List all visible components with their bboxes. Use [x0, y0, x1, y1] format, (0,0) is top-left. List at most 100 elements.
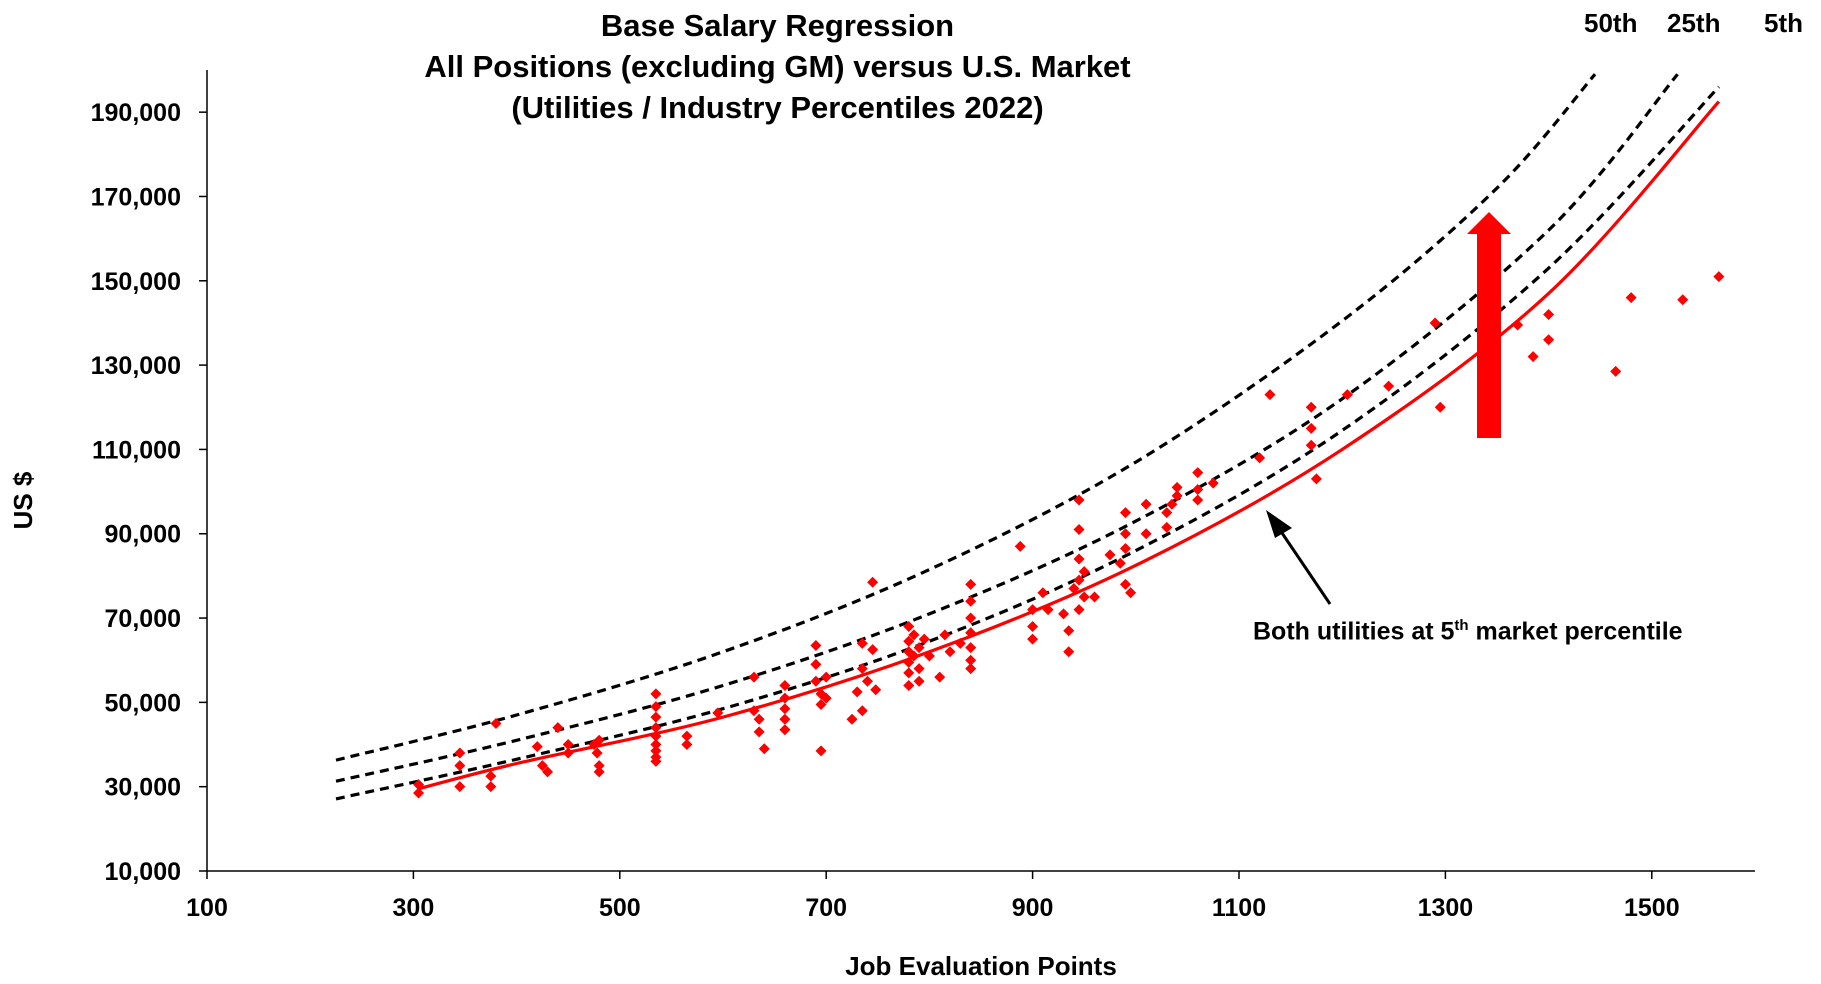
data-point: [1068, 583, 1080, 595]
data-point: [867, 576, 879, 588]
data-point: [1140, 498, 1152, 510]
y-tick-label: 170,000: [91, 183, 181, 211]
data-point: [1073, 553, 1085, 565]
data-point: [908, 650, 920, 662]
chart-title: Base Salary Regression: [600, 8, 955, 43]
data-point: [1027, 633, 1039, 645]
data-point: [681, 730, 693, 742]
annotation-text: Both utilities at 5th market percentile: [1253, 617, 1683, 646]
data-point: [856, 663, 868, 675]
data-point: [650, 755, 662, 767]
percentile-label-5th: 5th: [1764, 8, 1803, 38]
data-point: [1305, 422, 1317, 434]
data-point: [1171, 490, 1183, 502]
data-point: [1677, 294, 1689, 306]
data-point: [965, 612, 977, 624]
data-point: [1063, 625, 1075, 637]
data-point: [1713, 271, 1725, 283]
data-point: [903, 680, 915, 692]
percentile-line-50th: [335, 73, 1597, 762]
annotations: [1266, 212, 1511, 605]
data-point: [650, 688, 662, 700]
data-point: [944, 646, 956, 658]
data-point: [1527, 351, 1539, 363]
data-point: [650, 739, 662, 751]
data-point: [650, 722, 662, 734]
data-point: [1429, 317, 1441, 329]
x-tick-label: 100: [186, 894, 228, 922]
data-point: [779, 713, 791, 725]
data-point: [531, 741, 543, 753]
data-point: [965, 627, 977, 639]
data-point: [903, 620, 915, 632]
data-point: [1543, 334, 1555, 346]
x-axis-label: Job Evaluation Points: [845, 951, 1117, 981]
chart-subtitle-2: (Utilities / Industry Percentiles 2022): [511, 90, 1044, 125]
x-tick-label: 1500: [1624, 894, 1680, 922]
data-point: [1310, 473, 1322, 485]
data-point: [1104, 549, 1116, 561]
data-point: [552, 722, 564, 734]
annotation-text-end: market percentile: [1468, 617, 1683, 646]
data-point: [1078, 566, 1090, 578]
data-point: [903, 635, 915, 647]
data-point: [1073, 574, 1085, 586]
annotation-text-main: Both utilities at 5: [1253, 617, 1455, 646]
data-point: [779, 692, 791, 704]
y-tick-label: 190,000: [91, 99, 181, 127]
data-point: [815, 698, 827, 710]
y-tick-label: 10,000: [105, 858, 181, 886]
data-point: [413, 779, 425, 791]
data-point: [1305, 439, 1317, 451]
data-point: [934, 671, 946, 683]
data-point: [758, 743, 770, 755]
data-point: [1192, 483, 1204, 495]
data-point: [1027, 604, 1039, 616]
x-tick-label: 500: [599, 894, 641, 922]
data-point: [870, 684, 882, 696]
data-point: [1073, 524, 1085, 536]
data-point: [650, 730, 662, 742]
data-point: [542, 766, 554, 778]
data-point: [1192, 494, 1204, 506]
percentile-label-25th: 25th: [1667, 8, 1721, 38]
data-point: [965, 578, 977, 590]
data-point: [1073, 604, 1085, 616]
data-point: [1610, 365, 1622, 377]
data-point: [490, 717, 502, 729]
data-point: [650, 701, 662, 713]
data-point: [1058, 608, 1070, 620]
data-point: [820, 671, 832, 683]
data-point: [536, 760, 548, 772]
data-point: [856, 637, 868, 649]
data-point: [965, 654, 977, 666]
data-point: [748, 705, 760, 717]
annotation-superscript: th: [1454, 617, 1469, 634]
data-point: [1305, 401, 1317, 413]
data-point: [779, 703, 791, 715]
data-point: [779, 680, 791, 692]
data-point: [1161, 521, 1173, 533]
data-point: [913, 642, 925, 654]
data-point: [856, 705, 868, 717]
x-tick-label: 900: [1012, 894, 1054, 922]
data-point: [1027, 620, 1039, 632]
data-point: [810, 658, 822, 670]
data-point: [908, 629, 920, 641]
annotation-arrow-head: [1266, 510, 1292, 538]
data-point: [593, 760, 605, 772]
data-point: [918, 633, 930, 645]
data-point: [1254, 452, 1266, 464]
data-point: [591, 747, 603, 759]
data-point: [1114, 557, 1126, 569]
data-point: [903, 656, 915, 668]
y-tick-label: 90,000: [105, 521, 181, 549]
data-point: [485, 781, 497, 793]
data-point: [454, 747, 466, 759]
data-point: [1264, 389, 1276, 401]
series-lines: [335, 73, 1721, 801]
data-point: [681, 739, 693, 751]
data-point: [1119, 542, 1131, 554]
data-point: [485, 770, 497, 782]
y-tick-label: 70,000: [105, 605, 181, 633]
